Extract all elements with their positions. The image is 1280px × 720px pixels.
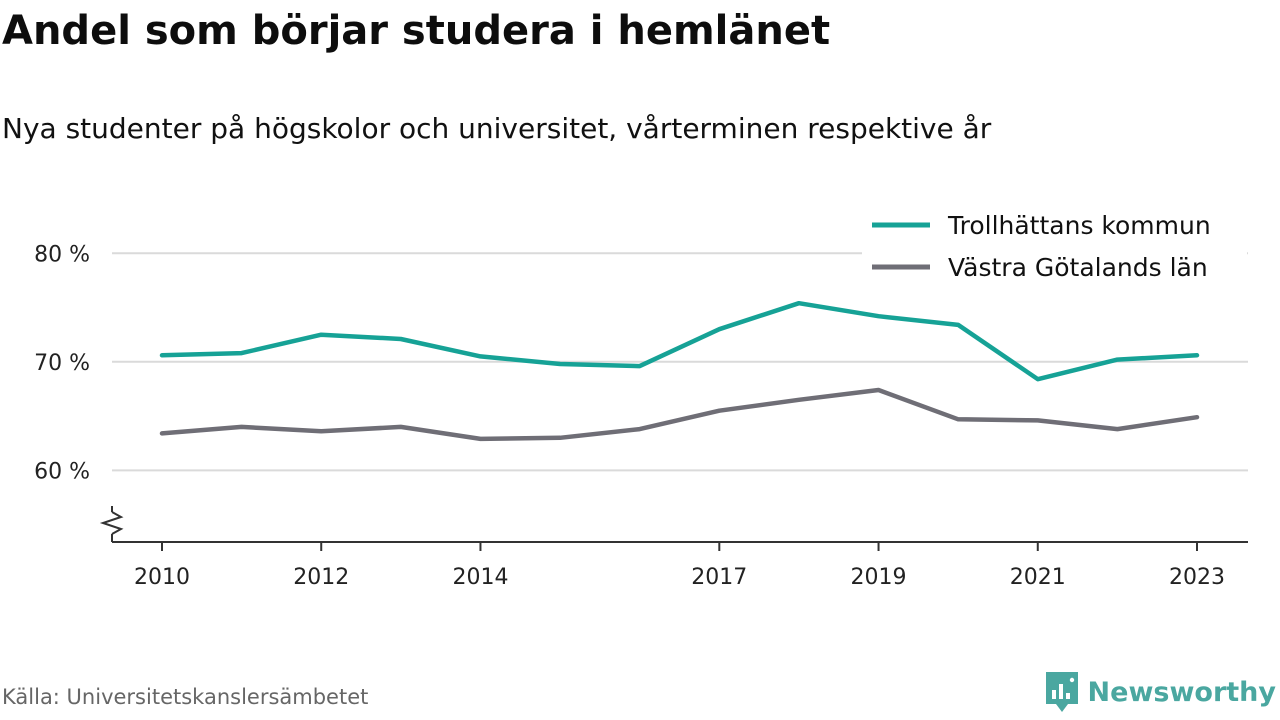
brand-name: Newsworthy xyxy=(1087,676,1276,708)
legend-label: Trollhättans kommun xyxy=(947,211,1211,240)
legend: Trollhättans kommun Västra Götalands län xyxy=(862,203,1247,291)
x-tick-label: 2021 xyxy=(1010,565,1066,590)
x-tick-label: 2023 xyxy=(1169,565,1225,590)
x-tick-label: 2014 xyxy=(452,565,508,590)
series-lines xyxy=(159,300,1200,442)
chart-title: Andel som börjar studera i hemlänet xyxy=(2,8,831,54)
line-chart: 60 % 70 % 80 % 2010 2012 2014 2017 2019 2021 2023… xyxy=(34,203,1248,590)
axis-break-zigzag xyxy=(99,511,124,535)
newsworthy-logo-icon xyxy=(1045,672,1078,712)
y-tick-label: 60 % xyxy=(34,459,90,484)
x-tick-label: 2017 xyxy=(691,565,747,590)
series-line-trollhättans-kommun xyxy=(159,300,1200,382)
x-tick-label: 2019 xyxy=(851,565,907,590)
y-tick-label: 80 % xyxy=(34,242,90,267)
axes: 60 % 70 % 80 % 2010 2012 2014 2017 2019 2021 2023 xyxy=(34,242,1248,590)
chart-subtitle: Nya studenter på högskolor och universit… xyxy=(2,112,992,145)
legend-label: Västra Götalands län xyxy=(948,253,1208,282)
x-tick-label: 2012 xyxy=(293,565,349,590)
brand-logo: Newsworthy xyxy=(1044,670,1276,714)
y-tick-label: 70 % xyxy=(34,351,90,376)
source-note: Källa: Universitetskanslersämbetet xyxy=(2,685,369,709)
x-tick-label: 2010 xyxy=(134,565,190,590)
legend-background xyxy=(862,203,1247,291)
series-line-västra-götalands-län xyxy=(159,387,1200,442)
